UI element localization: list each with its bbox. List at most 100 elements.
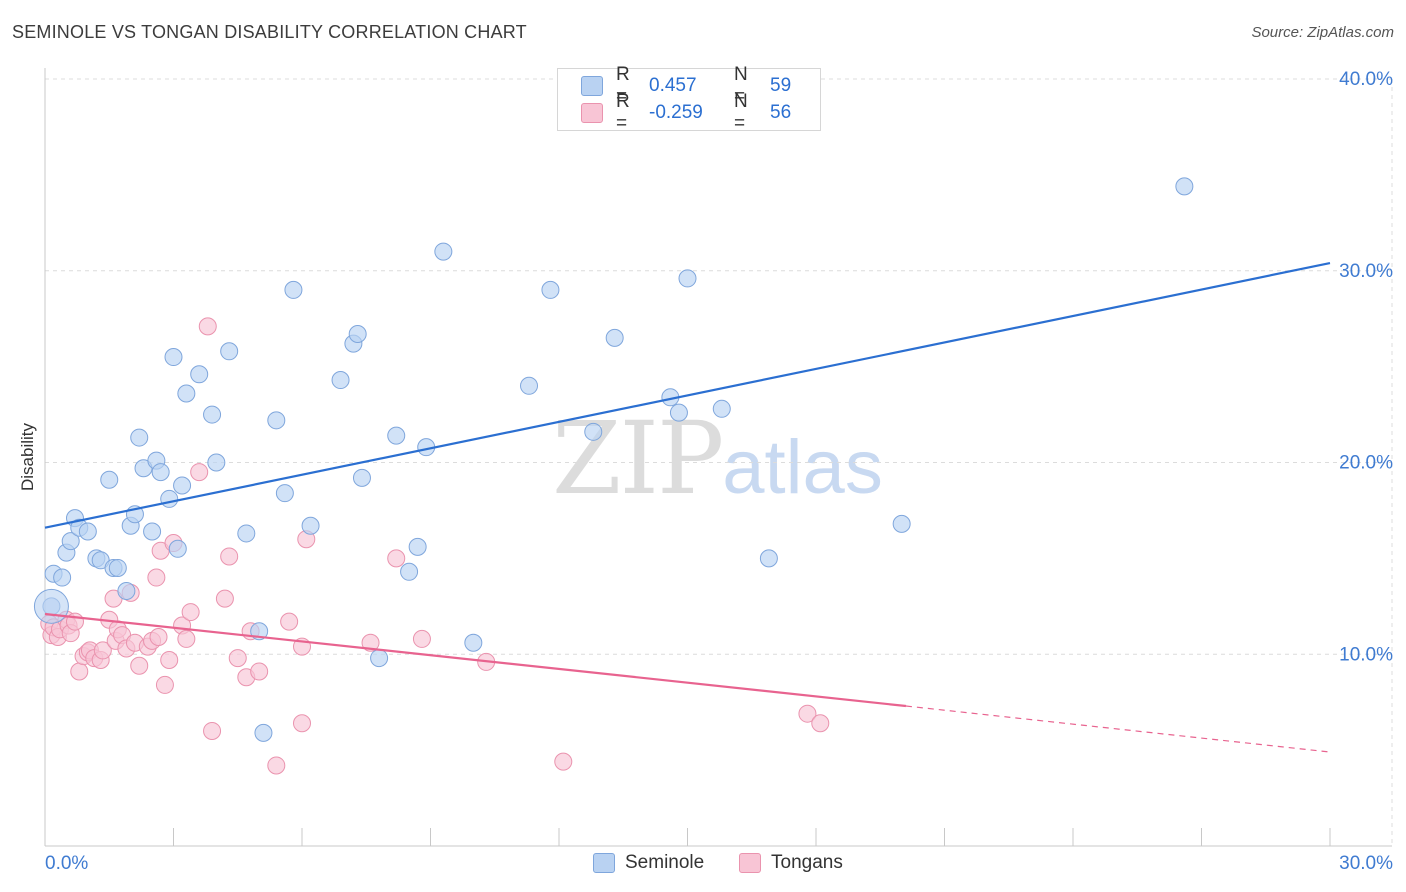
tongans-legend-label: Tongans [771,852,843,873]
seminole-r-value: 0.457 [649,75,697,96]
tongans-point [130,656,149,675]
seminole-point [267,411,286,430]
tongans-point [293,714,311,733]
seminole-point [143,522,162,541]
tongans-point [93,641,112,660]
tongans-point [155,675,174,694]
tongans-point [250,662,269,681]
tongans-point [190,463,209,482]
tongans-point [149,627,168,646]
y-tick-label: 20.0% [1339,453,1393,474]
seminole-cluster-point [33,588,69,624]
tongans-point [267,756,286,775]
tongans-point [412,629,431,648]
seminole-point [254,723,273,742]
seminole-point [408,537,427,556]
grid-layer [45,78,1393,846]
tongans-trend-extension [905,705,1331,753]
legend-n-label: N = [734,91,748,134]
seminole-point [177,384,196,403]
chart-title: SEMINOLE VS TONGAN DISABILITY CORRELATIO… [12,22,527,42]
seminole-point [220,342,239,361]
seminole-point [352,468,371,487]
seminole-point [892,514,911,533]
tongans-point [198,317,217,336]
tongans-point [70,662,89,681]
seminole-point [160,489,179,508]
seminole-point [190,365,209,384]
points-layer [33,177,1194,775]
axis-layer [44,68,1392,847]
x-tick-label: 0.0% [45,853,88,874]
legend-item-tongans[interactable]: Tongans [739,852,843,874]
tongans-point [203,721,222,740]
seminole-point [164,348,183,367]
trend-layer [44,262,1331,753]
seminole-point [434,242,453,261]
tongans-point [280,612,299,631]
seminole-point [400,562,419,581]
seminole-point [584,422,603,441]
seminole-legend-swatch [593,853,615,873]
y-tick-label: 30.0% [1339,261,1393,282]
seminole-point [61,532,80,551]
seminole-point [669,403,688,422]
seminole-point [1175,177,1194,196]
seminole-point [712,399,731,418]
seminole-point [237,524,256,543]
seminole-point [275,484,294,503]
label-layer: 10.0% 20.0% 30.0% 40.0% 0.0% 30.0% Disability [18,69,1393,874]
seminole-point [203,405,222,424]
seminole-point [678,269,697,288]
tongans-point [228,649,247,668]
seminole-point [284,280,303,299]
seminole-point [78,522,97,541]
tongans-point [361,633,380,652]
seminole-point [348,325,367,344]
seminole-point [130,428,149,447]
seminole-point [100,470,119,489]
legend-r-label: R = [616,91,630,134]
seminole-point [541,280,560,299]
legend-item-seminole[interactable]: Seminole [593,852,704,874]
seminole-point [331,371,350,390]
watermark-atlas: atlas [722,425,883,510]
legend-r-label: R = [616,64,630,107]
seminole-point [168,539,187,558]
tongans-point [798,704,817,723]
seminole-point [370,649,389,668]
watermark: ZIPatlas [552,400,883,517]
seminole-point [387,426,406,445]
y-axis-title: Disability [18,422,37,491]
tongans-swatch [581,103,603,123]
seminole-point [759,549,778,568]
tongans-point [177,629,196,648]
y-tick-label: 40.0% [1339,69,1393,90]
tongans-r-value: -0.259 [649,102,703,123]
seminole-point [108,558,127,577]
tongans-point [160,651,179,670]
seminole-trend-line [44,262,1331,529]
tongans-point [554,752,573,771]
seminole-point [464,633,483,652]
seminole-point [117,581,136,600]
tongans-point [181,603,200,622]
y-tick-label: 10.0% [1339,644,1393,665]
seminole-point [605,328,624,347]
correlation-legend: R = 0.457 N = 59 R = -0.259 N = 56 [557,64,821,134]
tongans-trend-line [44,612,907,708]
tongans-point [220,547,239,566]
tongans-point [811,714,830,733]
legend-n-label: N = [734,64,748,107]
x-tick-label: 30.0% [1339,853,1393,874]
seminole-n-value: 59 [770,75,792,96]
seminole-point [173,476,192,495]
source-credit: Source: ZipAtlas.com [1251,24,1394,41]
seminole-point [301,516,320,535]
tongans-point [387,549,406,568]
seminole-point [207,453,226,472]
tongans-n-value: 56 [770,102,792,123]
seminole-legend-label: Seminole [625,852,705,873]
seminole-point [53,568,72,587]
